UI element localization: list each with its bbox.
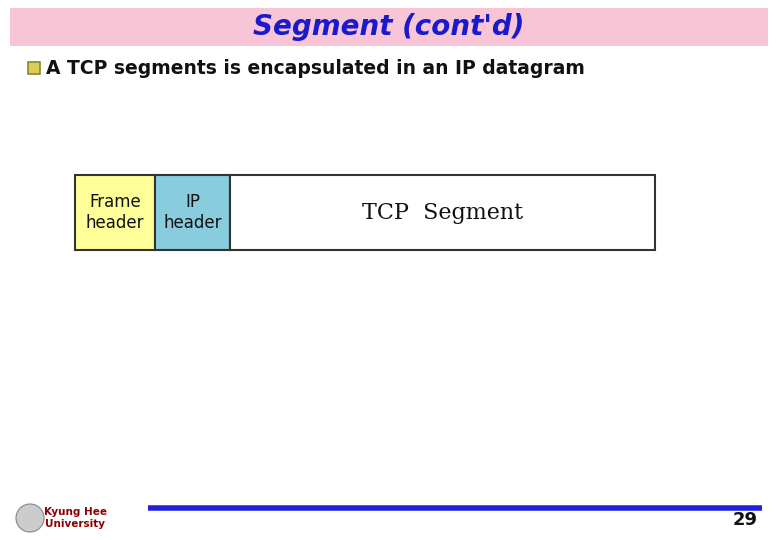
Text: TCP  Segment: TCP Segment [362,201,523,224]
Text: A TCP segments is encapsulated in an IP datagram: A TCP segments is encapsulated in an IP … [46,58,585,78]
Bar [28,62,40,74]
Circle shape [16,504,44,532]
Text: Segment (cont'd): Segment (cont'd) [254,13,525,41]
Text: IP
header: IP header [163,193,222,232]
Text: Kyung Hee
University: Kyung Hee University [44,507,107,529]
Bar [230,175,655,250]
Bar [75,175,155,250]
Text: 29: 29 [733,511,758,529]
Text: Frame
header: Frame header [86,193,144,232]
Bar [10,8,768,46]
Bar [155,175,230,250]
